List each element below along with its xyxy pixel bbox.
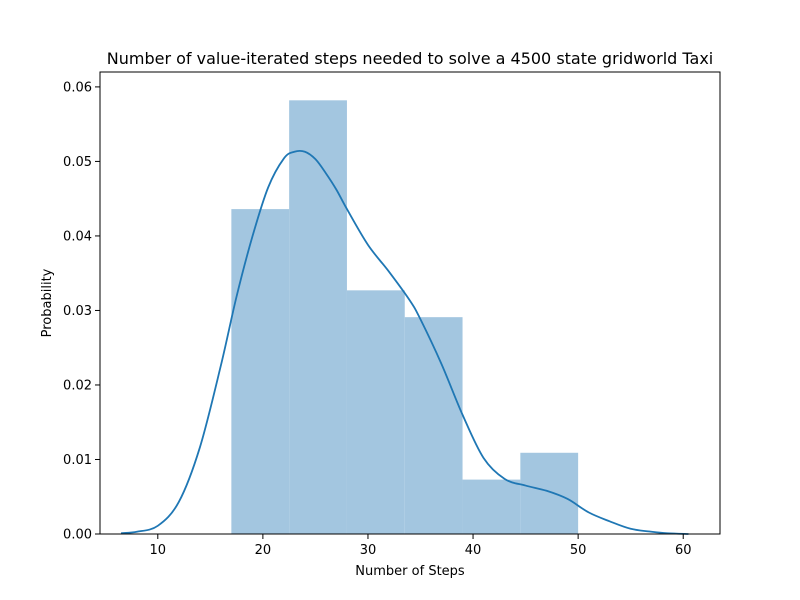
plot-frame [99, 71, 721, 535]
x-tick-label-5: 60 [675, 543, 692, 558]
y-tick-label-3: 0.03 [63, 304, 92, 319]
density-line [120, 149, 689, 535]
y-axis: 0.00 0.01 0.02 0.03 0.04 0.05 0.06 [63, 80, 100, 543]
x-tick-label-1: 20 [255, 543, 272, 558]
x-tick-label-4: 50 [570, 543, 587, 558]
histogram-bar-5 [520, 452, 579, 534]
histogram-bar-2 [346, 290, 405, 534]
histogram-bars [231, 100, 579, 534]
y-tick-label-1: 0.01 [63, 453, 92, 468]
y-tick-label-5: 0.05 [63, 155, 92, 170]
histogram-bar-1 [289, 100, 347, 534]
y-tick-label-0: 0.00 [63, 528, 92, 543]
x-axis: 10 20 30 40 50 60 [150, 534, 692, 558]
histogram-bar-3 [404, 317, 463, 534]
y-axis-label: Probability [40, 268, 55, 337]
x-tick-label-0: 10 [150, 543, 167, 558]
chart-title: Number of value-iterated steps needed to… [107, 49, 714, 68]
x-tick-label-3: 40 [465, 543, 482, 558]
x-tick-label-2: 30 [360, 543, 377, 558]
x-axis-label: Number of Steps [355, 564, 465, 579]
histogram-bar-4 [462, 479, 521, 534]
histogram-bar-0 [231, 209, 290, 534]
y-tick-label-4: 0.04 [63, 229, 92, 244]
density-curve [120, 149, 689, 535]
y-tick-label-6: 0.06 [63, 80, 92, 95]
y-tick-label-2: 0.02 [63, 378, 92, 393]
